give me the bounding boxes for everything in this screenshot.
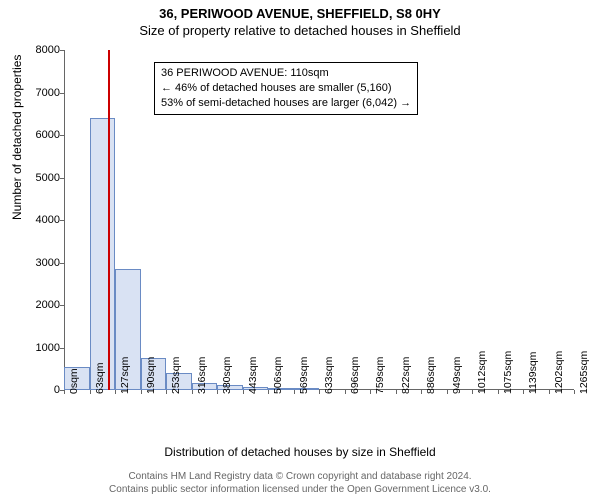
x-tick-label: 569sqm [298, 357, 310, 394]
x-tick-mark [370, 390, 371, 394]
y-tick-label: 2000 [20, 299, 60, 311]
y-tick-mark [60, 135, 64, 136]
y-tick-label: 8000 [20, 44, 60, 56]
x-tick-mark [549, 390, 550, 394]
x-tick-mark [166, 390, 167, 394]
x-tick-mark [472, 390, 473, 394]
annotation-line2: ← 46% of detached houses are smaller (5,… [161, 81, 411, 96]
x-tick-mark [115, 390, 116, 394]
x-tick-label: 1265sqm [578, 351, 590, 394]
x-tick-label: 1202sqm [553, 351, 565, 394]
x-tick-label: 1012sqm [476, 351, 488, 394]
x-tick-label: 633sqm [323, 357, 335, 394]
x-tick-mark [192, 390, 193, 394]
x-tick-label: 696sqm [349, 357, 361, 394]
x-tick-mark [447, 390, 448, 394]
x-tick-mark [319, 390, 320, 394]
x-tick-label: 316sqm [196, 357, 208, 394]
y-tick-label: 6000 [20, 129, 60, 141]
annotation-line3: 53% of semi-detached houses are larger (… [161, 96, 411, 111]
x-tick-label: 949sqm [451, 357, 463, 394]
annotation-line1: 36 PERIWOOD AVENUE: 110sqm [161, 66, 411, 81]
y-tick-mark [60, 348, 64, 349]
x-axis-label: Distribution of detached houses by size … [0, 445, 600, 459]
histogram-bar [90, 118, 116, 390]
x-tick-mark [574, 390, 575, 394]
x-tick-label: 443sqm [247, 357, 259, 394]
footer: Contains HM Land Registry data © Crown c… [0, 470, 600, 496]
x-tick-mark [523, 390, 524, 394]
x-tick-label: 0sqm [68, 368, 80, 394]
x-tick-mark [345, 390, 346, 394]
chart-title-sub: Size of property relative to detached ho… [0, 21, 600, 38]
x-tick-label: 380sqm [221, 357, 233, 394]
x-tick-label: 506sqm [272, 357, 284, 394]
x-tick-label: 822sqm [400, 357, 412, 394]
chart-title-main: 36, PERIWOOD AVENUE, SHEFFIELD, S8 0HY [0, 0, 600, 21]
x-tick-mark [421, 390, 422, 394]
x-tick-mark [396, 390, 397, 394]
x-tick-label: 127sqm [119, 357, 131, 394]
y-tick-mark [60, 50, 64, 51]
annotation-box: 36 PERIWOOD AVENUE: 110sqm ← 46% of deta… [154, 62, 418, 115]
y-tick-label: 4000 [20, 214, 60, 226]
y-tick-mark [60, 305, 64, 306]
y-tick-label: 7000 [20, 87, 60, 99]
x-tick-mark [498, 390, 499, 394]
x-tick-mark [268, 390, 269, 394]
x-tick-mark [294, 390, 295, 394]
x-tick-label: 190sqm [145, 357, 157, 394]
x-tick-mark [64, 390, 65, 394]
x-tick-mark [217, 390, 218, 394]
x-tick-label: 1075sqm [502, 351, 514, 394]
plot-area: 36 PERIWOOD AVENUE: 110sqm ← 46% of deta… [64, 50, 574, 390]
y-tick-label: 1000 [20, 342, 60, 354]
x-tick-label: 63sqm [94, 362, 106, 394]
x-tick-mark [243, 390, 244, 394]
chart-container: 36, PERIWOOD AVENUE, SHEFFIELD, S8 0HY S… [0, 0, 600, 500]
footer-line2: Contains public sector information licen… [0, 483, 600, 496]
y-tick-mark [60, 220, 64, 221]
footer-line1: Contains HM Land Registry data © Crown c… [0, 470, 600, 483]
y-tick-label: 0 [20, 384, 60, 396]
property-marker-line [108, 50, 110, 390]
y-tick-mark [60, 93, 64, 94]
y-tick-label: 3000 [20, 257, 60, 269]
y-tick-mark [60, 178, 64, 179]
x-tick-label: 759sqm [374, 357, 386, 394]
x-tick-label: 1139sqm [527, 352, 539, 394]
x-tick-label: 886sqm [425, 357, 437, 394]
x-tick-label: 253sqm [170, 357, 182, 394]
x-tick-mark [90, 390, 91, 394]
y-tick-mark [60, 263, 64, 264]
y-tick-label: 5000 [20, 172, 60, 184]
x-tick-mark [141, 390, 142, 394]
